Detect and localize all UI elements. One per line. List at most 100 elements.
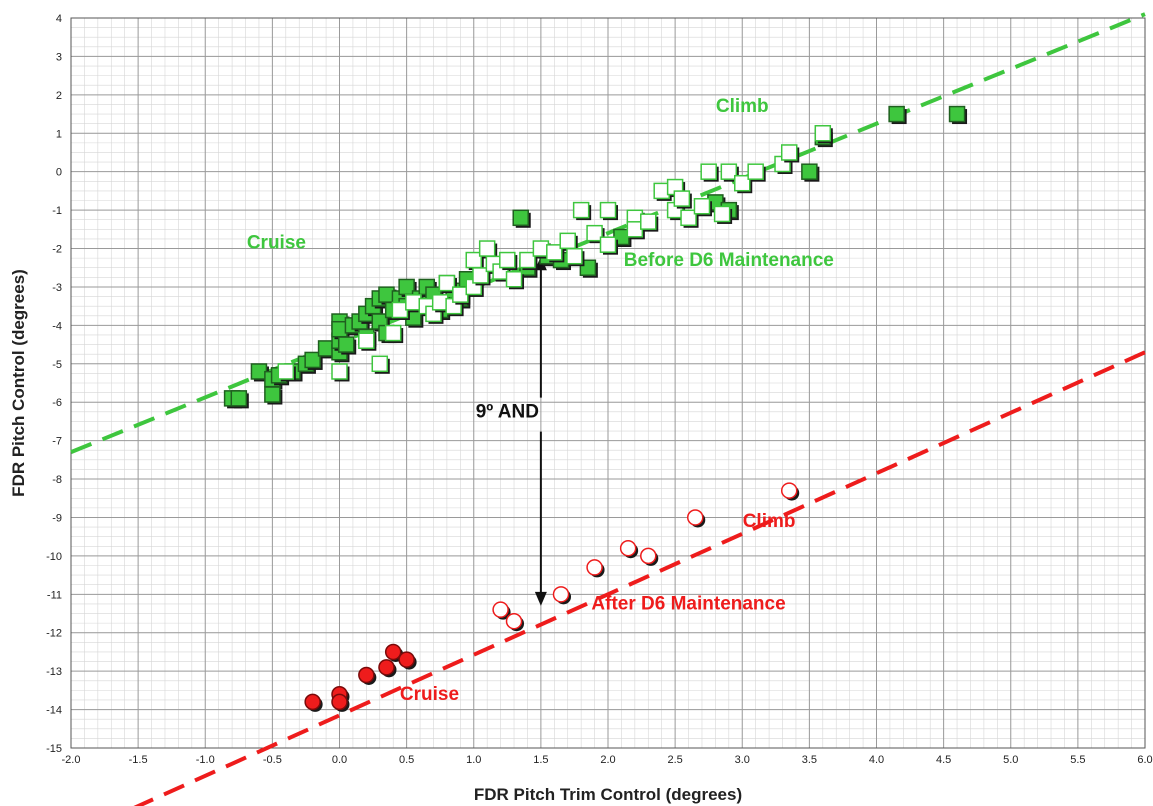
annotation-label: Climb xyxy=(743,511,796,532)
x-tick-label: 3.5 xyxy=(802,754,817,766)
data-point-hollow xyxy=(552,586,570,603)
y-tick-label: -9 xyxy=(52,512,62,524)
data-point-hollow xyxy=(747,163,764,180)
data-point-hollow xyxy=(640,547,657,565)
y-tick-label: -3 xyxy=(52,282,62,294)
x-tick-label: 4.0 xyxy=(869,754,884,766)
data-point-hollow xyxy=(559,232,576,250)
trend-line xyxy=(133,350,1146,806)
data-point-hollow xyxy=(713,205,731,223)
y-tick-label: -1 xyxy=(52,205,62,217)
data-point-filled xyxy=(948,105,966,123)
data-point-hollow xyxy=(492,601,509,618)
annotation-label: Cruise xyxy=(247,233,306,254)
data-point-filled xyxy=(304,351,321,369)
data-point-filled xyxy=(331,693,348,711)
y-tick-label: 3 xyxy=(56,51,62,63)
y-tick-label: 0 xyxy=(56,167,62,179)
x-tick-label: 0.5 xyxy=(399,754,414,766)
data-point-hollow xyxy=(780,482,798,499)
x-tick-labels: -2.0 -1.5 -1.0 -0.5 0.0 0.5 1.0 1.5 2.0 2.5 3.0 3.5… xyxy=(62,754,1153,766)
y-tick-label: -12 xyxy=(46,628,62,640)
x-tick-label: 6.0 xyxy=(1137,754,1152,766)
data-point-hollow xyxy=(438,274,456,292)
data-point-hollow xyxy=(586,224,603,242)
data-point-hollow xyxy=(680,209,697,227)
data-point-hollow xyxy=(586,559,603,576)
data-point-hollow xyxy=(472,267,489,284)
data-point-hollow xyxy=(700,163,717,180)
data-point-filled xyxy=(337,336,355,353)
data-point-filled xyxy=(398,651,415,668)
x-tick-label: -1.0 xyxy=(196,754,215,766)
y-tick-label: -5 xyxy=(52,359,62,371)
data-point-filled xyxy=(888,105,905,123)
x-axis-title: FDR Pitch Trim Control (degrees) xyxy=(474,785,742,804)
y-tick-label: -6 xyxy=(52,397,62,409)
data-point-hollow xyxy=(572,201,590,219)
data-point-hollow xyxy=(358,332,375,349)
data-point-filled xyxy=(384,643,402,661)
data-point-hollow xyxy=(780,144,798,161)
data-point-hollow xyxy=(599,201,617,219)
annotation-label: After D6 Maintenance xyxy=(591,594,785,615)
x-tick-label: 3.0 xyxy=(735,754,750,766)
y-tick-label: -7 xyxy=(52,436,62,448)
data-point-hollow xyxy=(693,198,711,215)
y-tick-label: -14 xyxy=(46,705,62,717)
y-axis-title: FDR Pitch Control (degrees) xyxy=(9,269,28,497)
x-tick-label: 0.0 xyxy=(332,754,347,766)
y-tick-label: -10 xyxy=(46,551,62,563)
data-point-filled xyxy=(358,666,375,684)
y-tick-label: 4 xyxy=(56,13,62,25)
data-point-hollow xyxy=(505,612,523,630)
data-point-hollow xyxy=(519,251,536,269)
data-point-filled xyxy=(304,693,321,711)
data-point-filled xyxy=(264,386,281,403)
y-tick-label: 2 xyxy=(56,90,62,102)
y-tick-label: -13 xyxy=(46,666,62,678)
data-point-hollow xyxy=(599,236,617,253)
y-tick-label: 1 xyxy=(56,128,62,140)
x-tick-label: 5.5 xyxy=(1070,754,1085,766)
data-point-filled xyxy=(230,390,248,407)
data-point-hollow xyxy=(478,240,496,257)
data-point-hollow xyxy=(687,509,704,526)
annotation-label: 9º AND xyxy=(476,402,539,423)
y-tick-label: -4 xyxy=(52,320,62,332)
data-point-hollow xyxy=(546,244,563,261)
data-point-hollow xyxy=(384,324,402,342)
annotation-label: Climb xyxy=(716,96,769,117)
data-point-hollow xyxy=(619,539,637,557)
data-point-filled xyxy=(512,209,529,227)
data-point-hollow xyxy=(720,163,738,180)
x-tick-label: -2.0 xyxy=(62,754,81,766)
data-point-hollow xyxy=(566,247,583,265)
data-point-filled xyxy=(801,163,818,180)
trend-line xyxy=(70,12,1146,455)
y-tick-label: -8 xyxy=(52,474,62,486)
y-tick-label: -2 xyxy=(52,244,62,256)
data-point-hollow xyxy=(734,174,751,192)
x-tick-label: 4.5 xyxy=(936,754,951,766)
data-point-hollow xyxy=(673,190,691,207)
annotations: Climb Cruise Before D6 Maintenance 9º AND Cl… xyxy=(247,96,834,705)
arrow-head-down xyxy=(534,591,547,606)
data-point-hollow xyxy=(505,271,523,288)
data-point-hollow xyxy=(499,251,516,269)
trend-lines xyxy=(70,12,1146,806)
data-point-hollow xyxy=(814,125,832,142)
y-tick-labels: 4 3 2 1 0 -1 -2 -3 -4 -5 -6 -7 -8 -9 -10 -11 -12 -13 -14 -1… xyxy=(46,13,62,755)
x-tick-label: 1.5 xyxy=(533,754,548,766)
data-point-hollow xyxy=(277,363,295,380)
data-point-hollow xyxy=(640,213,657,230)
y-tick-label: -15 xyxy=(46,743,62,755)
data-point-hollow xyxy=(371,355,389,373)
annotation-label: Cruise xyxy=(400,684,459,705)
x-tick-label: 1.0 xyxy=(466,754,481,766)
x-tick-label: 5.0 xyxy=(1003,754,1018,766)
data-points xyxy=(223,105,968,712)
x-tick-label: 2.5 xyxy=(667,754,682,766)
data-point-filled xyxy=(378,659,395,676)
